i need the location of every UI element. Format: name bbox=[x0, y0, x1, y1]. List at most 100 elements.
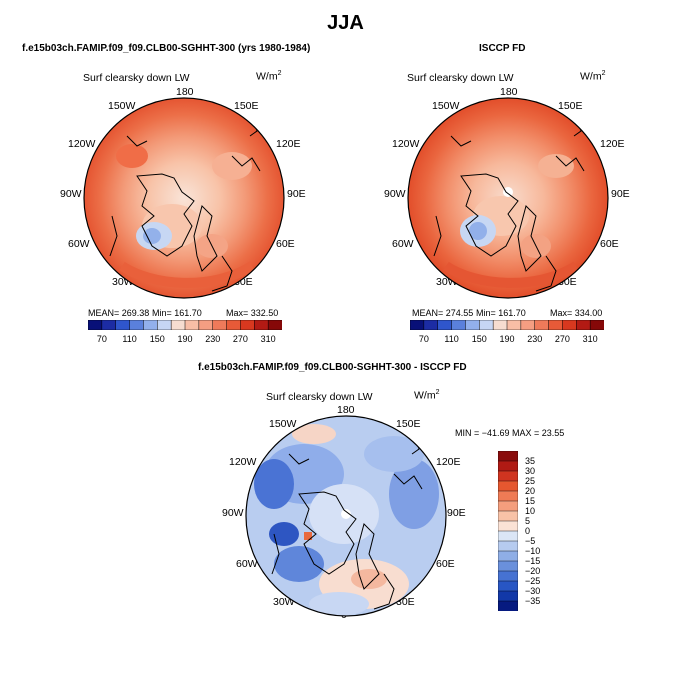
obs-mean: MEAN= 274.55 bbox=[412, 308, 474, 318]
model-colorbar-swatch bbox=[267, 320, 282, 330]
obs-colorbar-swatch bbox=[576, 320, 591, 330]
obs-min: Min= 161.70 bbox=[476, 308, 526, 318]
diff-colorbar-label: 35 bbox=[525, 456, 535, 466]
obs-lon-90w: 90W bbox=[384, 188, 406, 200]
obs-lon-120e: 120E bbox=[600, 138, 625, 150]
model-min: Min= 161.70 bbox=[152, 308, 202, 318]
diff-lon-90e: 90E bbox=[447, 507, 466, 519]
diff-colorbar-label: −35 bbox=[525, 596, 540, 606]
diff-colorbar-swatch bbox=[498, 460, 518, 472]
model-colorbar-swatch bbox=[129, 320, 144, 330]
diff-colorbar-swatch bbox=[498, 560, 518, 572]
model-lon-180: 180 bbox=[176, 86, 194, 98]
diff-colorbar-label: 30 bbox=[525, 466, 535, 476]
diff-minmax: MIN = −41.69 MAX = 23.55 bbox=[455, 428, 565, 438]
obs-colorbar-label: 310 bbox=[583, 334, 598, 344]
page-title: JJA bbox=[327, 12, 364, 34]
diff-colorbar-swatch bbox=[498, 451, 518, 462]
diff-lon-150w: 150W bbox=[269, 418, 297, 430]
model-max: Max= 332.50 bbox=[226, 308, 279, 318]
obs-colorbar-swatch bbox=[520, 320, 536, 330]
diff-lon-60w: 60W bbox=[236, 558, 258, 570]
diff-colorbar-swatch bbox=[498, 490, 518, 502]
obs-colorbar-swatch bbox=[492, 320, 508, 330]
model-colorbar-label: 110 bbox=[122, 334, 136, 344]
obs-colorbar-label: 150 bbox=[472, 334, 487, 344]
obs-colorbar-swatch bbox=[479, 320, 494, 330]
diff-colorbar-label: −20 bbox=[525, 566, 540, 576]
obs-colorbar-swatch bbox=[506, 320, 522, 330]
model-lon-150w: 150W bbox=[108, 100, 136, 112]
obs-colorbar-label: 190 bbox=[499, 334, 514, 344]
diff-lon-150e: 150E bbox=[396, 418, 421, 430]
obs-lon-60w: 60W bbox=[392, 238, 414, 250]
diff-colorbar-swatch bbox=[498, 500, 518, 512]
diff-colorbar-label: 25 bbox=[525, 476, 535, 486]
diff-units-label: W/m2 bbox=[414, 389, 440, 402]
diff-subtitle: f.e15b03ch.FAMIP.f09_f09.CLB00-SGHHT-300… bbox=[198, 362, 467, 373]
obs-colorbar-label: 110 bbox=[444, 334, 458, 344]
model-colorbar-label: 270 bbox=[233, 334, 248, 344]
diff-colorbar-swatch bbox=[498, 550, 518, 562]
diff-lon-60e: 60E bbox=[436, 558, 455, 570]
model-lon-120w: 120W bbox=[68, 138, 96, 150]
model-lon-120e: 120E bbox=[276, 138, 301, 150]
obs-subtitle: ISCCP FD bbox=[479, 43, 526, 54]
obs-colorbar bbox=[410, 320, 604, 330]
diff-colorbar bbox=[498, 451, 518, 611]
model-colorbar-label: 150 bbox=[150, 334, 165, 344]
model-subtitle: f.e15b03ch.FAMIP.f09_f09.CLB00-SGHHT-300… bbox=[22, 43, 311, 54]
model-colorbar-swatch bbox=[226, 320, 241, 330]
diff-colorbar-label: −15 bbox=[525, 556, 540, 566]
obs-colorbar-labels: 70110150190230270310350 bbox=[419, 334, 598, 344]
model-colorbar-label: 230 bbox=[205, 334, 220, 344]
diff-lon-180: 180 bbox=[337, 404, 355, 416]
model-colorbar-swatch bbox=[157, 320, 172, 330]
obs-lon-60e: 60E bbox=[600, 238, 619, 250]
diff-colorbar-label: −10 bbox=[525, 546, 540, 556]
obs-colorbar-label: 230 bbox=[527, 334, 542, 344]
obs-colorbar-label: 270 bbox=[555, 334, 570, 344]
model-colorbar-swatch bbox=[212, 320, 228, 330]
model-lon-90w: 90W bbox=[60, 188, 82, 200]
diff-colorbar-swatch bbox=[498, 540, 518, 552]
model-colorbar-swatch bbox=[115, 320, 131, 330]
model-variable-label: Surf clearsky down LW bbox=[83, 72, 190, 84]
obs-lon-150w: 150W bbox=[432, 100, 460, 112]
model-lon-90e: 90E bbox=[287, 188, 306, 200]
model-colorbar-swatch bbox=[254, 320, 269, 330]
obs-lon-180: 180 bbox=[500, 86, 518, 98]
model-lon-60e: 60E bbox=[276, 238, 295, 250]
obs-lon-90e: 90E bbox=[611, 188, 630, 200]
diff-colorbar-label: −30 bbox=[525, 586, 540, 596]
model-polar-map bbox=[83, 97, 285, 299]
diff-colorbar-label: −5 bbox=[525, 536, 535, 546]
diff-colorbar-swatch bbox=[498, 510, 518, 522]
diff-lon-120w: 120W bbox=[229, 456, 257, 468]
model-mean: MEAN= 269.38 bbox=[88, 308, 150, 318]
obs-lon-150e: 150E bbox=[558, 100, 583, 112]
obs-colorbar-swatch bbox=[534, 320, 550, 330]
obs-colorbar-swatch bbox=[589, 320, 604, 330]
diff-colorbar-swatch bbox=[498, 530, 518, 542]
obs-colorbar-swatch bbox=[410, 320, 425, 330]
model-units-label: W/m2 bbox=[256, 70, 282, 83]
diff-colorbar-label: −25 bbox=[525, 576, 540, 586]
model-colorbar-swatch bbox=[143, 320, 158, 330]
diff-variable-label: Surf clearsky down LW bbox=[266, 391, 373, 403]
model-colorbar-label: 310 bbox=[261, 334, 276, 344]
diff-colorbar-label: 5 bbox=[525, 516, 530, 526]
obs-colorbar-swatch bbox=[465, 320, 480, 330]
obs-colorbar-swatch bbox=[548, 320, 563, 330]
obs-colorbar-swatch bbox=[437, 320, 453, 330]
model-colorbar-swatch bbox=[184, 320, 200, 330]
model-colorbar-swatch bbox=[240, 320, 255, 330]
diff-colorbar-swatch bbox=[498, 570, 518, 582]
diff-colorbar-label: 20 bbox=[525, 486, 535, 496]
model-lon-60w: 60W bbox=[68, 238, 90, 250]
obs-colorbar-label: 70 bbox=[419, 334, 429, 344]
obs-polar-map bbox=[407, 97, 609, 299]
diff-colorbar-label: 0 bbox=[525, 526, 530, 536]
obs-colorbar-swatch bbox=[562, 320, 577, 330]
